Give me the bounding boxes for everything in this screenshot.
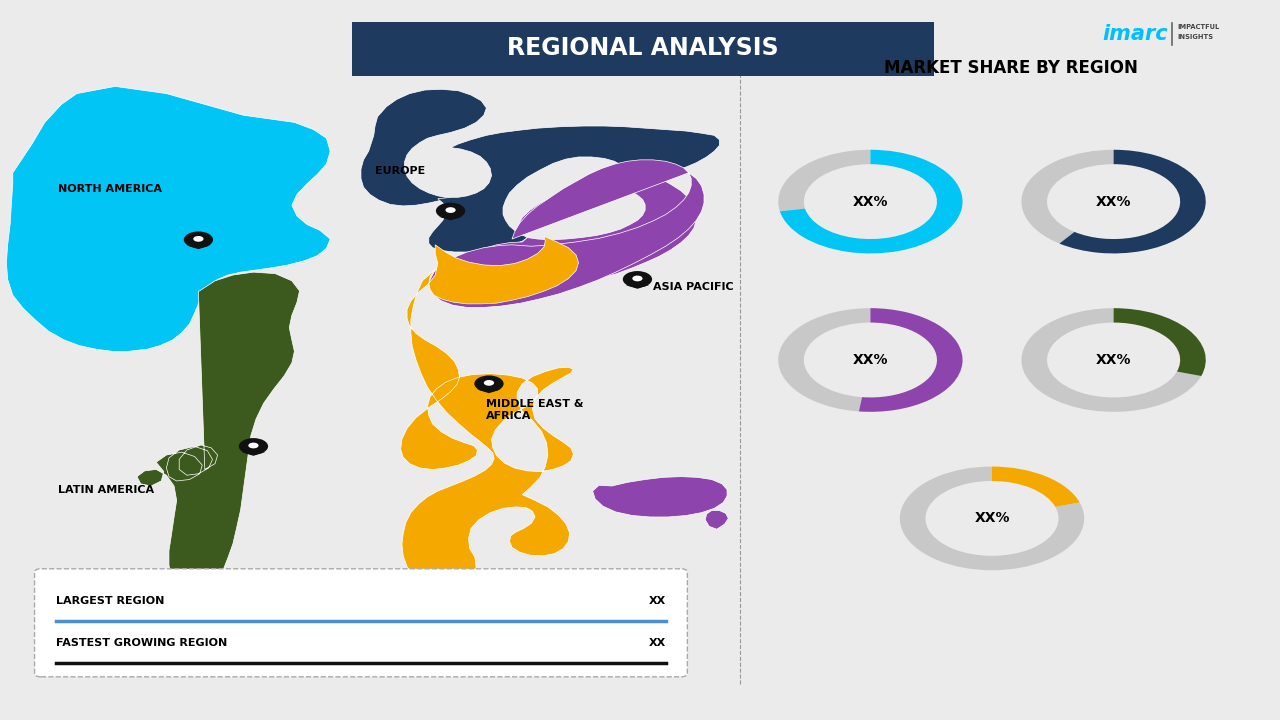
Circle shape: [475, 375, 503, 392]
Wedge shape: [780, 150, 963, 253]
Polygon shape: [361, 89, 486, 206]
Circle shape: [484, 380, 494, 386]
FancyBboxPatch shape: [35, 569, 687, 677]
Circle shape: [239, 438, 268, 454]
Wedge shape: [859, 308, 963, 412]
Polygon shape: [187, 246, 210, 249]
Wedge shape: [1021, 308, 1201, 412]
Polygon shape: [137, 272, 300, 594]
Text: XX: XX: [649, 595, 666, 606]
Text: MARKET SHARE BY REGION: MARKET SHARE BY REGION: [884, 59, 1138, 77]
Polygon shape: [6, 86, 330, 351]
Circle shape: [193, 236, 204, 242]
Wedge shape: [778, 150, 870, 211]
Polygon shape: [439, 217, 462, 220]
Wedge shape: [900, 467, 1084, 570]
Text: XX%: XX%: [1096, 353, 1132, 367]
FancyBboxPatch shape: [352, 22, 934, 76]
Text: imarc: imarc: [1102, 24, 1169, 44]
Text: XX%: XX%: [852, 194, 888, 209]
Polygon shape: [401, 236, 579, 592]
Text: FASTEST GROWING REGION: FASTEST GROWING REGION: [56, 638, 228, 648]
Circle shape: [632, 276, 643, 282]
Text: XX: XX: [649, 638, 666, 648]
Wedge shape: [1060, 150, 1206, 253]
Polygon shape: [429, 126, 719, 252]
Text: IMPACTFUL: IMPACTFUL: [1178, 24, 1220, 30]
Text: REGIONAL ANALYSIS: REGIONAL ANALYSIS: [507, 36, 778, 60]
Text: EUROPE: EUROPE: [375, 166, 425, 176]
Polygon shape: [242, 452, 265, 456]
Polygon shape: [705, 510, 728, 529]
Polygon shape: [430, 160, 704, 307]
Text: NORTH AMERICA: NORTH AMERICA: [58, 184, 161, 194]
Text: XX%: XX%: [974, 511, 1010, 526]
Circle shape: [445, 207, 456, 213]
Circle shape: [248, 443, 259, 449]
Wedge shape: [1114, 308, 1206, 376]
Circle shape: [436, 202, 465, 219]
Polygon shape: [626, 285, 649, 289]
Text: ASIA PACIFIC: ASIA PACIFIC: [653, 282, 733, 292]
Wedge shape: [1021, 150, 1114, 243]
Wedge shape: [992, 467, 1079, 507]
Polygon shape: [593, 477, 727, 517]
Polygon shape: [471, 174, 696, 292]
Circle shape: [623, 271, 652, 287]
Text: LATIN AMERICA: LATIN AMERICA: [58, 485, 154, 495]
Text: MIDDLE EAST &
AFRICA: MIDDLE EAST & AFRICA: [486, 399, 584, 421]
Wedge shape: [778, 308, 870, 411]
Text: XX%: XX%: [852, 353, 888, 367]
Text: INSIGHTS: INSIGHTS: [1178, 35, 1213, 40]
Polygon shape: [477, 390, 500, 393]
Circle shape: [184, 231, 212, 248]
Text: LARGEST REGION: LARGEST REGION: [56, 595, 165, 606]
Text: XX%: XX%: [1096, 194, 1132, 209]
